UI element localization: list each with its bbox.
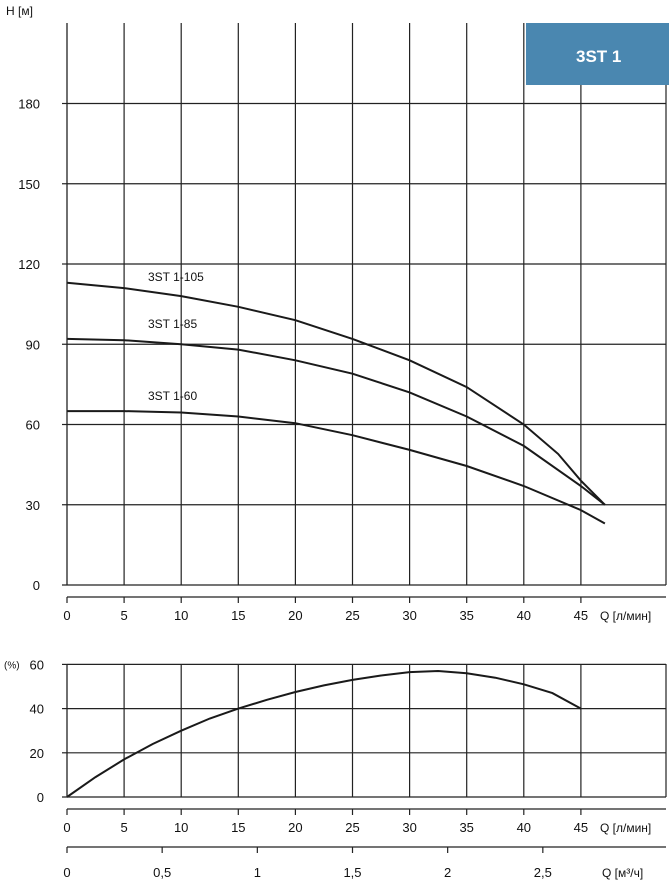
model-badge-label: 3ST 1: [576, 47, 621, 66]
head-chart-series-labels: 3ST 1-105 3ST 1-85 3ST 1-60: [148, 270, 204, 403]
x-tick-label: 0: [63, 608, 70, 623]
y-tick-label: 30: [26, 498, 40, 513]
head-chart-curves: [66, 281, 606, 525]
model-badge-background: [526, 23, 669, 85]
x-tick-label: 5: [120, 820, 127, 835]
x-tick-label: 0: [63, 865, 70, 880]
efficiency-chart-grid: [67, 663, 667, 797]
x-tick-label: 2: [444, 865, 451, 880]
efficiency-chart-curve: [66, 669, 582, 798]
x-axis-label: Q [л/мин]: [600, 821, 651, 835]
x-tick-label: 20: [288, 820, 302, 835]
x-tick-label: 1,5: [343, 865, 361, 880]
model-badge: 3ST 1: [526, 23, 669, 85]
x-axis-label: Q [м³/ч]: [602, 866, 643, 880]
y-tick-label: 60: [26, 418, 40, 433]
x-tick-label: 30: [402, 608, 416, 623]
x-tick-label: 25: [345, 820, 359, 835]
x-tick-label: 35: [459, 820, 473, 835]
x-tick-label: 20: [288, 608, 302, 623]
flow-m3h-axis: 0 0,5 1 1,5 2 2,5 Q [м³/ч]: [63, 846, 666, 880]
head-chart-grid: [67, 23, 667, 585]
x-tick-label: 10: [174, 608, 188, 623]
curve-3st-1-85: [66, 337, 606, 506]
x-tick-label: 45: [574, 820, 588, 835]
x-tick-label: 10: [174, 820, 188, 835]
series-label: 3ST 1-60: [148, 389, 197, 403]
x-axis-label: Q [л/мин]: [600, 609, 651, 623]
x-tick-label: 1: [254, 865, 261, 880]
y-tick-label: 150: [18, 177, 40, 192]
series-label: 3ST 1-105: [148, 270, 204, 284]
x-tick-label: 5: [120, 608, 127, 623]
efficiency-curve: [66, 669, 582, 798]
y-tick-label: 120: [18, 257, 40, 272]
x-tick-label: 35: [459, 608, 473, 623]
y-tick-label: 90: [26, 337, 40, 352]
y-tick-label: 60: [30, 657, 44, 672]
head-chart-axes: 0 30 60 90 120 150 180 H [м] 0 5 10 15 20 25 30 35 40 45 Q…: [6, 4, 666, 623]
x-tick-label: 25: [345, 608, 359, 623]
x-tick-label: 0: [63, 820, 70, 835]
x-tick-label: 40: [517, 608, 531, 623]
y-tick-label: 0: [37, 790, 44, 805]
curve-3st-1-105: [66, 281, 606, 506]
y-axis-label: (%): [4, 660, 20, 671]
x-tick-label: 15: [231, 608, 245, 623]
series-label: 3ST 1-85: [148, 317, 197, 331]
y-tick-label: 180: [18, 97, 40, 112]
x-tick-label: 15: [231, 820, 245, 835]
y-tick-label: 0: [33, 578, 40, 593]
x-tick-label: 45: [574, 608, 588, 623]
x-tick-label: 2,5: [534, 865, 552, 880]
x-tick-label: 40: [517, 820, 531, 835]
x-tick-label: 0,5: [153, 865, 171, 880]
y-tick-label: 20: [30, 746, 44, 761]
efficiency-chart-axes: 0 20 40 60 (%) 0 5 10 15 20 25 30 35 40 45 Q [л/мин]: [4, 657, 666, 835]
y-axis-label: H [м]: [6, 4, 33, 18]
curve-3st-1-60: [67, 410, 606, 525]
y-tick-label: 40: [30, 702, 44, 717]
x-tick-label: 30: [402, 820, 416, 835]
